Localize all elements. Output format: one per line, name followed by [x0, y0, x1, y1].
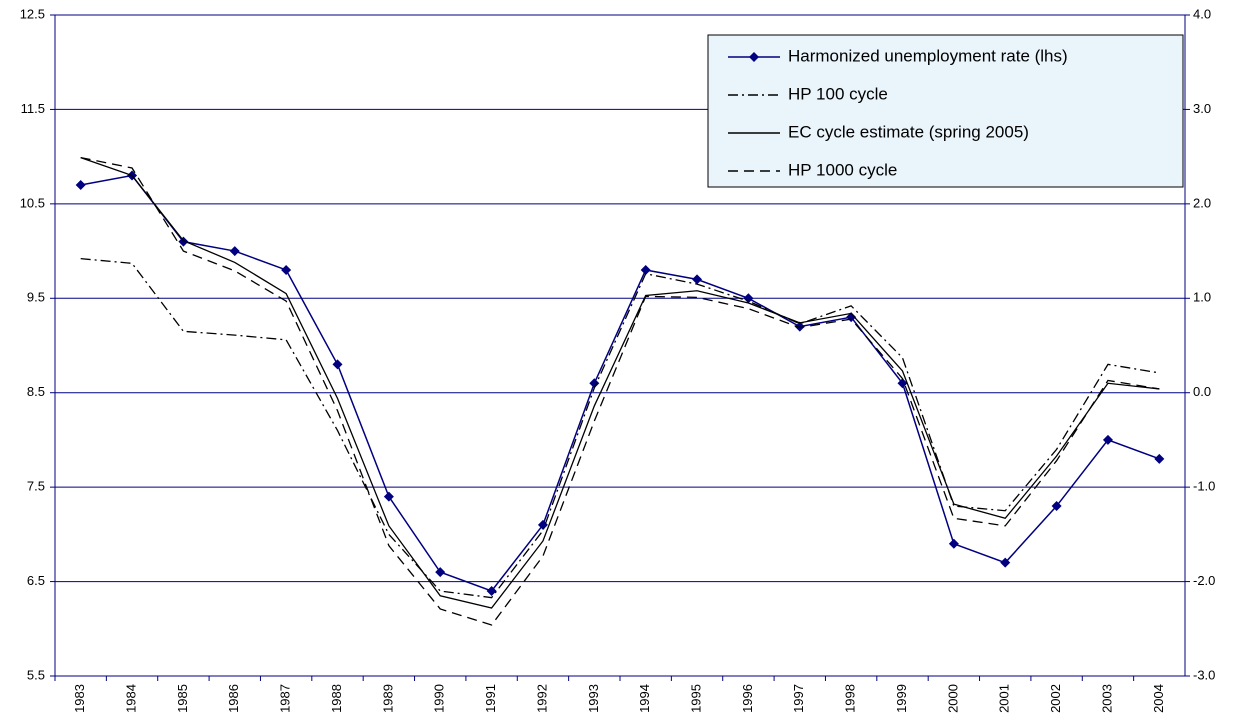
y2-tick-label: 1.0 — [1193, 290, 1211, 305]
marker — [178, 236, 189, 247]
y-tick-label: 9.5 — [27, 290, 45, 305]
y2-tick-label: 0.0 — [1193, 384, 1211, 399]
y2-tick-label: -3.0 — [1193, 667, 1215, 682]
marker — [1000, 557, 1011, 568]
marker — [383, 491, 394, 502]
marker — [1102, 434, 1113, 445]
legend-label: EC cycle estimate (spring 2005) — [788, 122, 1029, 141]
x-tick-label: 2001 — [997, 684, 1012, 713]
x-tick-label: 2004 — [1151, 684, 1166, 713]
marker — [589, 378, 600, 389]
x-tick-label: 1988 — [329, 684, 344, 713]
marker — [229, 246, 240, 257]
marker — [794, 321, 805, 332]
marker — [692, 274, 703, 285]
x-tick-label: 1998 — [843, 684, 858, 713]
x-tick-label: 1987 — [278, 684, 293, 713]
y-tick-label: 10.5 — [20, 195, 45, 210]
x-tick-label: 1997 — [791, 684, 806, 713]
legend-label: HP 1000 cycle — [788, 160, 897, 179]
marker — [640, 264, 651, 275]
marker — [486, 586, 497, 597]
series-line — [80, 257, 1160, 599]
legend-label: HP 100 cycle — [788, 84, 888, 103]
x-tick-label: 1994 — [637, 684, 652, 713]
x-tick-label: 1985 — [175, 684, 190, 713]
x-tick-label: 1986 — [226, 684, 241, 713]
x-tick-label: 2003 — [1099, 684, 1114, 713]
x-tick-label: 1995 — [688, 684, 703, 713]
y2-tick-label: 4.0 — [1193, 6, 1211, 21]
x-tick-label: 1983 — [72, 684, 87, 713]
x-tick-label: 1984 — [123, 684, 138, 713]
y-tick-label: 8.5 — [27, 384, 45, 399]
legend-label: Harmonized unemployment rate (lhs) — [788, 46, 1068, 65]
series-line — [80, 174, 1160, 592]
marker — [948, 538, 959, 549]
x-tick-label: 1990 — [432, 684, 447, 713]
series-line — [80, 156, 1160, 626]
x-tick-label: 1999 — [894, 684, 909, 713]
y2-tick-label: 2.0 — [1193, 195, 1211, 210]
marker — [743, 293, 754, 304]
legend-box — [707, 34, 1184, 188]
marker — [435, 567, 446, 578]
x-tick-label: 1996 — [740, 684, 755, 713]
y-tick-label: 7.5 — [27, 479, 45, 494]
x-tick-label: 1991 — [483, 684, 498, 713]
y2-tick-label: -2.0 — [1193, 573, 1215, 588]
series-line — [80, 156, 1160, 609]
x-tick-label: 2000 — [945, 684, 960, 713]
y-tick-label: 12.5 — [20, 6, 45, 21]
x-tick-label: 1993 — [586, 684, 601, 713]
legend-marker — [749, 52, 759, 62]
x-tick-label: 1989 — [380, 684, 395, 713]
x-tick-label: 1992 — [534, 684, 549, 713]
y2-tick-label: -1.0 — [1193, 479, 1215, 494]
marker — [281, 264, 292, 275]
y-tick-label: 5.5 — [27, 667, 45, 682]
x-tick-label: 2002 — [1048, 684, 1063, 713]
marker — [1154, 453, 1165, 464]
marker — [897, 378, 908, 389]
y2-tick-label: 3.0 — [1193, 101, 1211, 116]
marker — [75, 179, 86, 190]
marker — [332, 359, 343, 370]
y-tick-label: 6.5 — [27, 573, 45, 588]
y-tick-label: 11.5 — [21, 101, 45, 116]
marker — [1051, 501, 1062, 512]
